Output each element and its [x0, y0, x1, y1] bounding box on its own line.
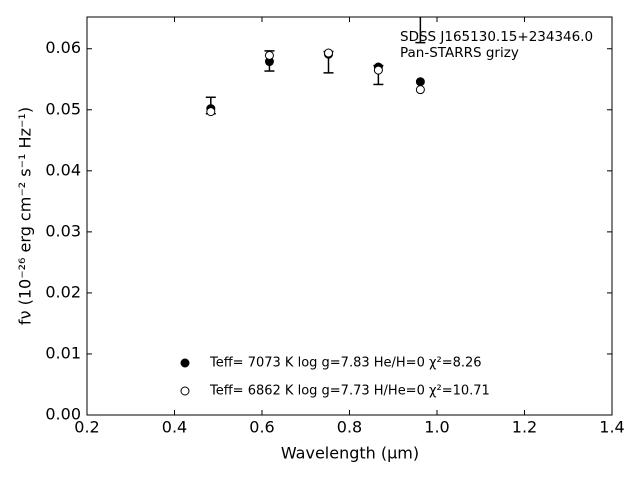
y-tick-label: 0.02	[45, 282, 81, 301]
x-tick-label: 0.8	[337, 418, 362, 437]
y-tick-label: 0.04	[45, 160, 81, 179]
point	[415, 85, 425, 95]
annotation: SDSS J165130.15+234346.0	[400, 29, 593, 45]
x-tick-label: 0.2	[74, 418, 99, 437]
y-tick-label: 0.03	[45, 221, 81, 240]
y-axis-label: fν (10⁻²⁶ erg cm⁻² s⁻¹ Hz⁻¹)	[16, 107, 35, 325]
point	[206, 107, 216, 117]
point	[264, 50, 274, 60]
x-axis-label: Wavelength (μm)	[281, 444, 419, 463]
x-tick-label: 1.2	[512, 418, 537, 437]
y-tick-label: 0.01	[45, 343, 81, 362]
x-tick-label: 0.6	[249, 418, 274, 437]
legend-label: Teff= 6862 K log g=7.73 H/He=0 χ²=10.71	[209, 384, 490, 399]
y-tick-label: 0.05	[45, 99, 81, 118]
plot-area	[205, 17, 426, 117]
point	[324, 48, 333, 58]
y-tick-label: 0.00	[45, 405, 81, 424]
annotation: Pan-STARRS grizy	[400, 45, 519, 61]
x-tick-label: 0.4	[162, 418, 187, 437]
legend-marker	[180, 358, 190, 368]
x-tick-label: 1.4	[599, 418, 624, 437]
point	[415, 77, 425, 87]
legend-marker	[180, 386, 190, 396]
legend-label: Teff= 7073 K log g=7.83 He/H=0 χ²=8.26	[209, 356, 482, 371]
y-tick-label: 0.06	[45, 38, 81, 57]
x-tick-label: 1.0	[424, 418, 449, 437]
point	[373, 65, 383, 75]
